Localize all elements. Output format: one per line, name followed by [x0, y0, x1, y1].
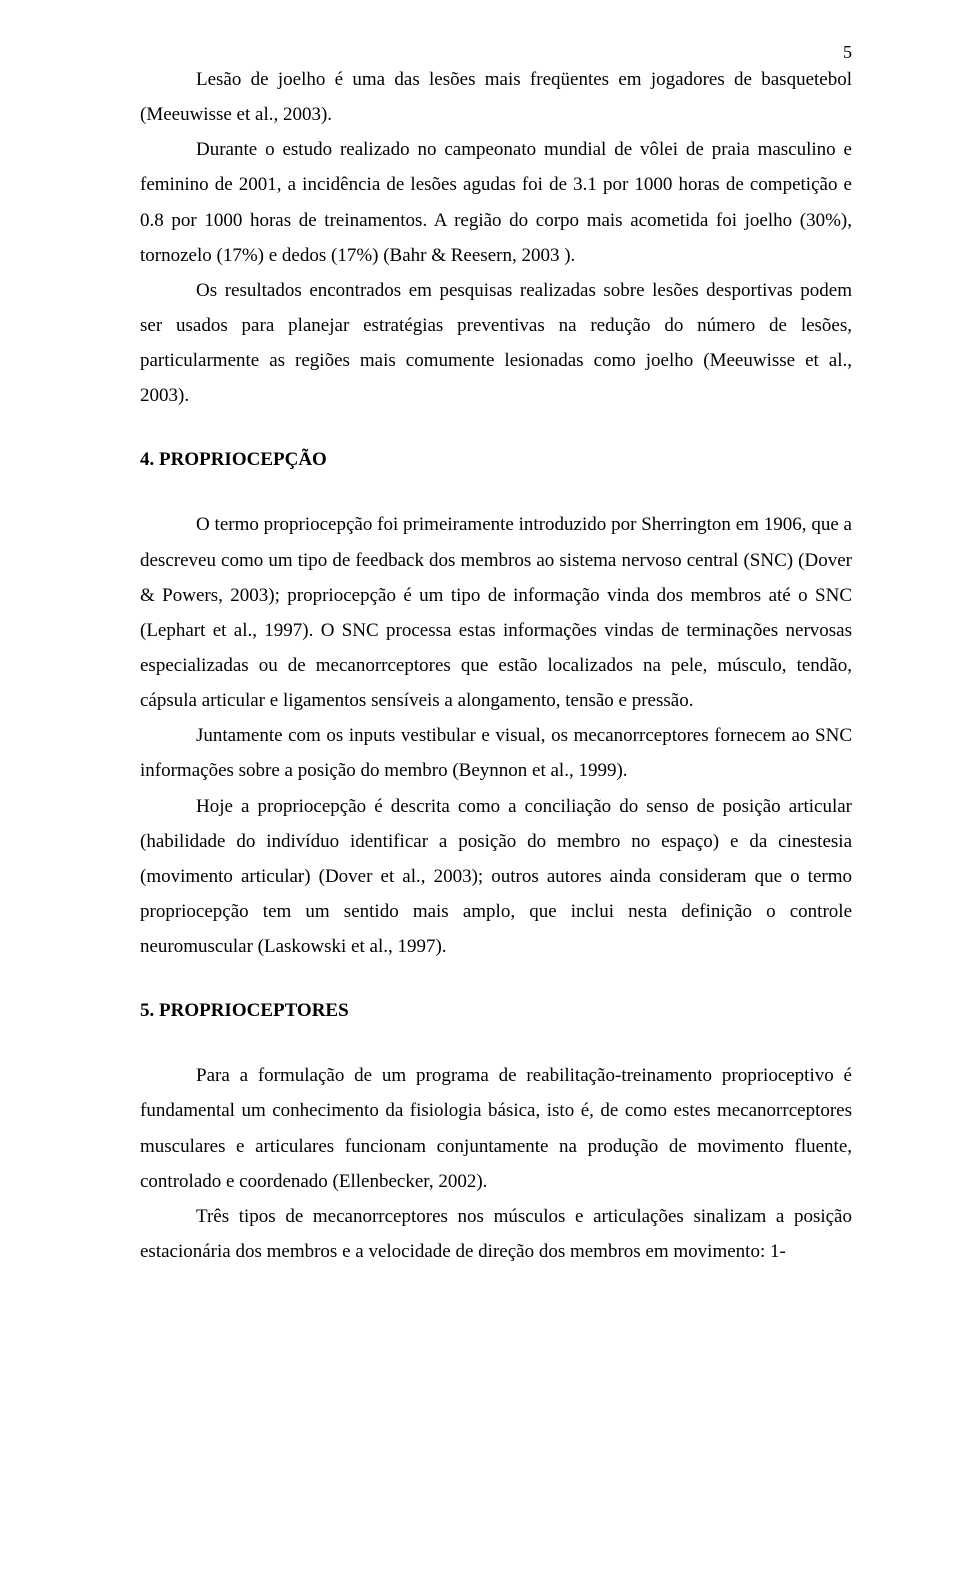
section-4-heading: 4. PROPRIOCEPÇÃO [140, 449, 852, 471]
section-4-paragraph-1: O termo propriocepção foi primeiramente … [140, 507, 852, 718]
page: 5 Lesão de joelho é uma das lesões mais … [0, 0, 960, 1572]
section-4-paragraph-2: Juntamente com os inputs vestibular e vi… [140, 718, 852, 788]
page-number: 5 [843, 42, 852, 63]
section-5-paragraph-1: Para a formulação de um programa de reab… [140, 1058, 852, 1199]
paragraph-intro-3: Os resultados encontrados em pesquisas r… [140, 273, 852, 414]
section-5-paragraph-2: Três tipos de mecanorrceptores nos múscu… [140, 1199, 852, 1269]
paragraph-intro-1: Lesão de joelho é uma das lesões mais fr… [140, 62, 852, 132]
section-5-heading: 5. PROPRIOCEPTORES [140, 1000, 852, 1022]
section-4-paragraph-3: Hoje a propriocepção é descrita como a c… [140, 789, 852, 965]
paragraph-intro-2: Durante o estudo realizado no campeonato… [140, 132, 852, 273]
